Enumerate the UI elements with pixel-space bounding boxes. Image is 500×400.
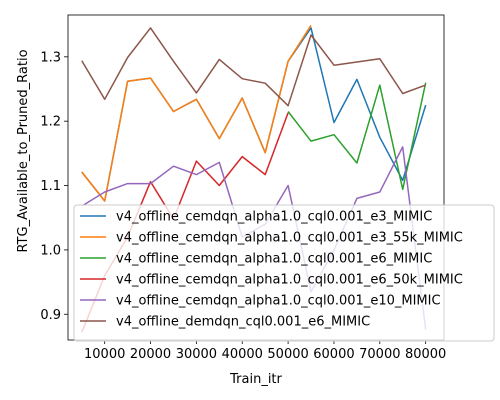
legend-label-5: v4_offline_cemdqn_alpha1.0_cql0.001_e10_… — [116, 294, 441, 309]
x-tick-label: 80000 — [405, 347, 446, 362]
y-axis-label: RTG_Available_to_Pruned_Ratio — [16, 49, 31, 252]
x-tick-label: 60000 — [313, 347, 354, 362]
y-tick-label: 0.9 — [40, 308, 61, 323]
legend-label-2: v4_offline_cemdqn_alpha1.0_cql0.001_e3_5… — [116, 231, 463, 246]
legend-label-4: v4_offline_cemdqn_alpha1.0_cql0.001_e6_5… — [116, 273, 463, 288]
legend-label-1: v4_offline_cemdqn_alpha1.0_cql0.001_e3_M… — [116, 210, 432, 225]
x-tick-label: 30000 — [176, 347, 217, 362]
x-tick-label: 70000 — [359, 347, 400, 362]
y-tick-label: 1.1 — [40, 179, 61, 194]
x-tick-label: 10000 — [84, 347, 125, 362]
legend-label-3: v4_offline_cemdqn_alpha1.0_cql0.001_e6_M… — [116, 252, 432, 267]
legend-label-6: v4_offline_demdqn_cql0.001_e6_MIMIC — [116, 315, 370, 330]
x-tick-label: 50000 — [267, 347, 308, 362]
x-tick-label: 20000 — [130, 347, 171, 362]
legend: v4_offline_cemdqn_alpha1.0_cql0.001_e3_M… — [74, 205, 494, 341]
x-tick-label: 40000 — [222, 347, 263, 362]
x-axis-label: Train_itr — [229, 372, 282, 387]
y-tick-label: 1.2 — [40, 115, 61, 130]
y-tick-label: 1.0 — [40, 243, 61, 258]
y-tick-label: 1.3 — [40, 50, 61, 65]
